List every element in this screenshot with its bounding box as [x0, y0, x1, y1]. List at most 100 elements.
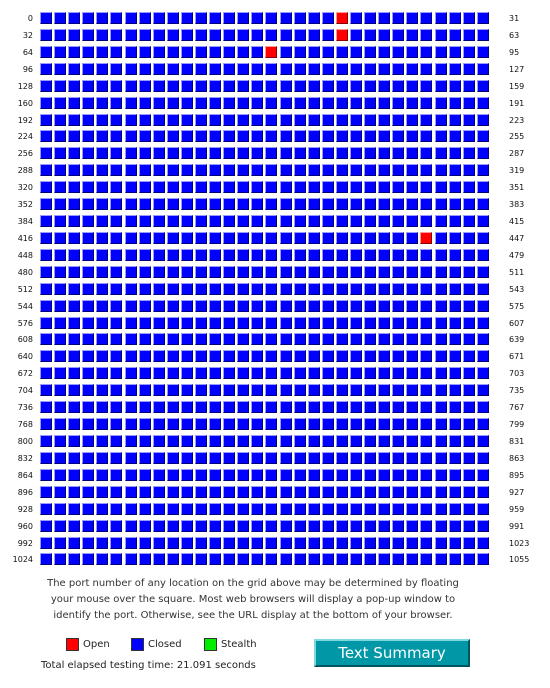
port-closed-square[interactable] — [462, 333, 475, 346]
port-closed-square[interactable] — [110, 147, 123, 160]
port-closed-square[interactable] — [448, 401, 461, 414]
port-closed-square[interactable] — [68, 333, 81, 346]
port-closed-square[interactable] — [364, 265, 377, 278]
port-closed-square[interactable] — [420, 265, 433, 278]
port-closed-square[interactable] — [223, 316, 236, 329]
port-closed-square[interactable] — [223, 45, 236, 58]
port-closed-square[interactable] — [335, 231, 348, 244]
port-closed-square[interactable] — [251, 198, 264, 211]
port-closed-square[interactable] — [180, 451, 193, 464]
port-closed-square[interactable] — [364, 502, 377, 515]
port-closed-square[interactable] — [420, 401, 433, 414]
port-closed-square[interactable] — [349, 401, 362, 414]
port-closed-square[interactable] — [194, 215, 207, 228]
port-closed-square[interactable] — [209, 79, 222, 92]
port-closed-square[interactable] — [54, 113, 67, 126]
port-closed-square[interactable] — [434, 350, 447, 363]
port-closed-square[interactable] — [392, 265, 405, 278]
port-closed-square[interactable] — [138, 282, 151, 295]
port-closed-square[interactable] — [307, 164, 320, 177]
port-closed-square[interactable] — [378, 333, 391, 346]
port-closed-square[interactable] — [392, 384, 405, 397]
port-closed-square[interactable] — [462, 435, 475, 447]
port-closed-square[interactable] — [392, 401, 405, 414]
port-closed-square[interactable] — [251, 350, 264, 363]
port-closed-square[interactable] — [209, 113, 222, 126]
port-closed-square[interactable] — [462, 130, 475, 143]
port-closed-square[interactable] — [110, 333, 123, 346]
port-closed-square[interactable] — [392, 519, 405, 532]
port-closed-square[interactable] — [251, 468, 264, 481]
port-closed-square[interactable] — [138, 12, 151, 24]
port-closed-square[interactable] — [307, 316, 320, 329]
port-closed-square[interactable] — [96, 350, 109, 363]
port-closed-square[interactable] — [138, 96, 151, 109]
port-closed-square[interactable] — [40, 418, 52, 431]
port-closed-square[interactable] — [251, 164, 264, 177]
port-closed-square[interactable] — [406, 130, 419, 143]
port-closed-square[interactable] — [166, 418, 179, 431]
port-closed-square[interactable] — [392, 553, 405, 566]
port-closed-square[interactable] — [364, 333, 377, 346]
port-closed-square[interactable] — [194, 418, 207, 431]
port-closed-square[interactable] — [138, 181, 151, 194]
port-closed-square[interactable] — [279, 367, 292, 380]
port-closed-square[interactable] — [321, 79, 334, 92]
port-closed-square[interactable] — [96, 333, 109, 346]
port-closed-square[interactable] — [166, 519, 179, 532]
port-closed-square[interactable] — [68, 45, 81, 58]
port-closed-square[interactable] — [265, 215, 278, 228]
port-closed-square[interactable] — [364, 485, 377, 498]
port-closed-square[interactable] — [110, 350, 123, 363]
port-closed-square[interactable] — [265, 198, 278, 211]
port-closed-square[interactable] — [321, 367, 334, 380]
port-closed-square[interactable] — [166, 248, 179, 261]
port-closed-square[interactable] — [223, 485, 236, 498]
port-closed-square[interactable] — [392, 333, 405, 346]
port-closed-square[interactable] — [392, 485, 405, 498]
port-closed-square[interactable] — [378, 435, 391, 447]
port-closed-square[interactable] — [40, 502, 52, 515]
port-closed-square[interactable] — [82, 367, 95, 380]
port-closed-square[interactable] — [166, 12, 179, 24]
port-closed-square[interactable] — [406, 181, 419, 194]
port-closed-square[interactable] — [448, 147, 461, 160]
port-closed-square[interactable] — [307, 553, 320, 566]
port-closed-square[interactable] — [406, 299, 419, 312]
port-closed-square[interactable] — [110, 519, 123, 532]
port-closed-square[interactable] — [364, 113, 377, 126]
port-closed-square[interactable] — [96, 130, 109, 143]
port-closed-square[interactable] — [124, 333, 137, 346]
port-closed-square[interactable] — [223, 299, 236, 312]
port-closed-square[interactable] — [237, 12, 250, 24]
port-closed-square[interactable] — [434, 96, 447, 109]
port-closed-square[interactable] — [152, 265, 165, 278]
port-closed-square[interactable] — [462, 485, 475, 498]
port-closed-square[interactable] — [392, 350, 405, 363]
port-closed-square[interactable] — [420, 418, 433, 431]
port-closed-square[interactable] — [110, 130, 123, 143]
port-closed-square[interactable] — [68, 485, 81, 498]
port-closed-square[interactable] — [392, 367, 405, 380]
port-closed-square[interactable] — [349, 502, 362, 515]
port-closed-square[interactable] — [434, 62, 447, 75]
port-closed-square[interactable] — [110, 215, 123, 228]
port-closed-square[interactable] — [462, 519, 475, 532]
port-closed-square[interactable] — [40, 248, 52, 261]
port-closed-square[interactable] — [448, 384, 461, 397]
port-closed-square[interactable] — [82, 485, 95, 498]
port-closed-square[interactable] — [448, 130, 461, 143]
port-closed-square[interactable] — [251, 536, 264, 549]
port-closed-square[interactable] — [223, 451, 236, 464]
port-closed-square[interactable] — [293, 299, 306, 312]
port-closed-square[interactable] — [476, 435, 489, 447]
port-closed-square[interactable] — [293, 401, 306, 414]
port-closed-square[interactable] — [124, 248, 137, 261]
port-closed-square[interactable] — [448, 350, 461, 363]
port-closed-square[interactable] — [476, 215, 489, 228]
port-closed-square[interactable] — [40, 28, 52, 41]
port-closed-square[interactable] — [209, 282, 222, 295]
port-closed-square[interactable] — [392, 181, 405, 194]
port-closed-square[interactable] — [237, 468, 250, 481]
port-closed-square[interactable] — [406, 28, 419, 41]
